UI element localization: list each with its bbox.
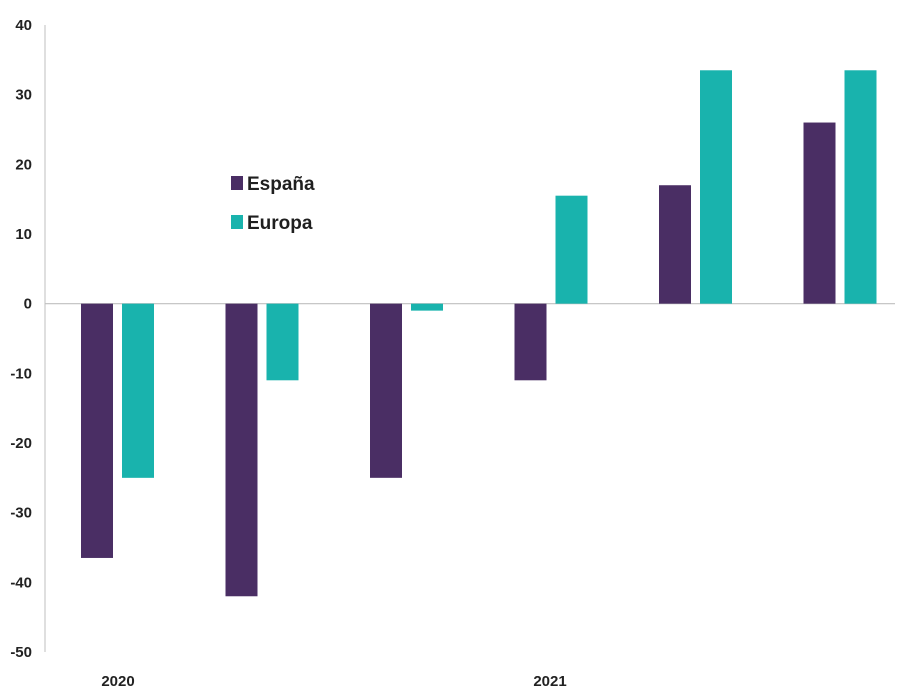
bar-espana bbox=[81, 303, 113, 558]
y-tick-label: -10 bbox=[10, 365, 32, 382]
x-tick-label-2020: 2020 bbox=[101, 673, 134, 690]
legend-label-espana: España bbox=[247, 174, 315, 195]
legend: España Europa bbox=[231, 174, 315, 234]
bar-europa bbox=[700, 70, 732, 304]
y-tick-label: 20 bbox=[15, 156, 32, 173]
legend-label-europa: Europa bbox=[247, 213, 313, 234]
axes bbox=[44, 25, 895, 652]
bar-europa bbox=[122, 303, 154, 478]
y-axis-ticks: 40 30 20 10 0 -10 -20 -30 -40 -50 bbox=[10, 17, 32, 661]
x-axis-labels: 2020 2021 bbox=[101, 673, 566, 690]
bar-europa bbox=[411, 303, 443, 311]
y-tick-label: -30 bbox=[10, 505, 32, 522]
bar-europa bbox=[266, 303, 299, 381]
bar-europa bbox=[555, 195, 588, 304]
y-tick-label: 40 bbox=[15, 17, 32, 34]
bar-espana bbox=[370, 303, 402, 478]
y-tick-label: -20 bbox=[10, 435, 32, 452]
y-tick-label: -40 bbox=[10, 574, 32, 591]
x-tick-label-2021: 2021 bbox=[533, 673, 566, 690]
y-tick-label: 30 bbox=[15, 87, 32, 104]
y-tick-label: -50 bbox=[10, 644, 32, 661]
bar-europa bbox=[844, 70, 877, 304]
bar-espana bbox=[514, 303, 547, 381]
legend-swatch-europa bbox=[231, 215, 243, 229]
y-tick-label: 10 bbox=[15, 226, 32, 243]
legend-swatch-espana bbox=[231, 176, 243, 190]
bar-espana bbox=[803, 122, 836, 304]
bars bbox=[81, 70, 877, 597]
bar-espana bbox=[659, 185, 691, 304]
bar-espana bbox=[225, 303, 258, 597]
y-tick-label: 0 bbox=[24, 296, 32, 313]
